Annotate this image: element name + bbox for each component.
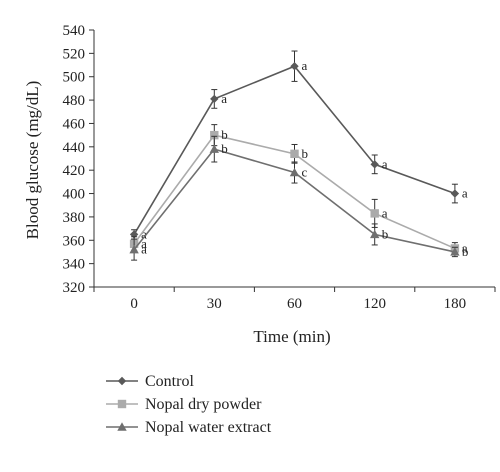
legend-item: Control	[106, 373, 194, 390]
data-point	[129, 244, 139, 254]
data-point	[289, 167, 300, 177]
data-point	[210, 130, 219, 140]
legend-marker	[117, 376, 127, 386]
data-label: a	[141, 236, 147, 251]
x-tick-label: 30	[207, 296, 222, 312]
data-label: c	[302, 165, 308, 180]
data-label: a	[382, 156, 388, 171]
series-control: a a a a a	[129, 50, 468, 241]
data-label: a	[141, 242, 147, 257]
y-tick-label: 440	[63, 140, 86, 156]
x-axis-title: Time (min)	[253, 327, 330, 346]
legend: Control Nopal dry powder Nopal water extra…	[106, 373, 272, 436]
data-point	[370, 160, 379, 169]
plot-area: 320 340 360 380 400 420 440 460 480 500 520 540 0 30 6…	[63, 23, 496, 312]
legend-label: Nopal water extract	[145, 419, 272, 436]
x-tick-label: 180	[444, 296, 467, 312]
y-tick-label: 420	[63, 163, 86, 179]
data-label: a	[382, 205, 388, 220]
data-label: a	[462, 240, 468, 255]
y-tick-label: 400	[63, 187, 86, 203]
y-tick-label: 340	[63, 257, 86, 273]
legend-label: Nopal dry powder	[145, 396, 262, 413]
data-label: a	[462, 186, 468, 201]
data-point	[370, 209, 379, 218]
legend-item: Nopal dry powder	[106, 396, 262, 413]
data-label: a	[302, 58, 308, 73]
y-tick-label: 480	[63, 93, 86, 109]
y-tick-label: 500	[63, 70, 86, 86]
y-axis-title: Blood glucose (mg/dL)	[23, 81, 42, 240]
data-point	[290, 62, 299, 71]
x-tick-label: 60	[287, 296, 302, 312]
y-tick-label: 380	[63, 210, 86, 226]
y-tick-label: 320	[63, 280, 86, 296]
x-tick-label: 0	[130, 296, 138, 312]
y-tick-label: 460	[63, 116, 86, 132]
data-point	[290, 149, 299, 159]
y-tick-label: 520	[63, 46, 86, 62]
legend-marker	[117, 399, 127, 409]
data-point	[450, 247, 460, 256]
y-tick-label: 360	[63, 233, 86, 249]
data-label: a	[141, 226, 147, 241]
x-tick-label: 120	[363, 296, 386, 312]
data-point	[450, 189, 460, 198]
data-point	[210, 94, 219, 104]
data-point	[209, 144, 219, 153]
data-label: b	[462, 244, 469, 259]
data-label: b	[221, 127, 228, 142]
legend-marker	[117, 422, 127, 431]
y-tick-label: 540	[63, 23, 86, 39]
legend-label: Control	[145, 373, 194, 390]
data-label: b	[221, 141, 228, 156]
data-label: b	[382, 226, 389, 241]
data-point	[370, 229, 380, 239]
data-label: a	[221, 91, 227, 106]
data-label: b	[302, 146, 309, 161]
legend-item: Nopal water extract	[106, 419, 272, 436]
